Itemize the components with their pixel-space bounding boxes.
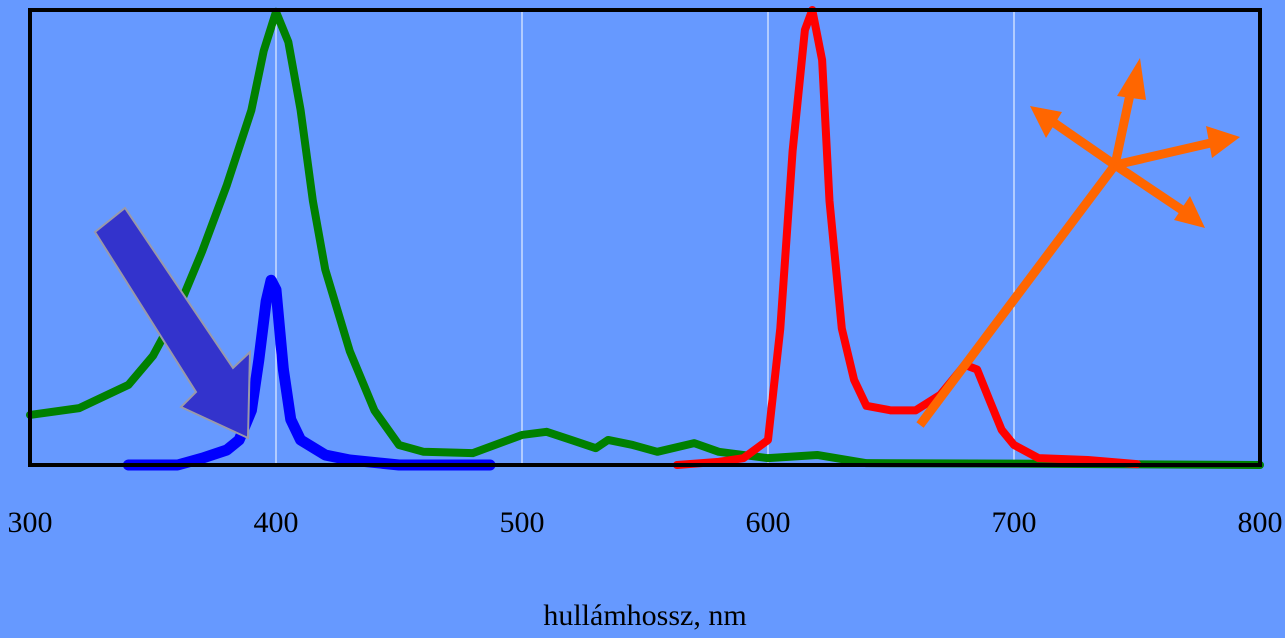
series-line bbox=[672, 6, 1141, 469]
x-tick-label: 500 bbox=[500, 506, 545, 539]
x-tick-label: 300 bbox=[8, 506, 53, 539]
incoming-arrow bbox=[93, 206, 252, 440]
scatter-arrows bbox=[916, 58, 1240, 428]
x-tick-label: 600 bbox=[746, 506, 791, 539]
plot-frame bbox=[28, 8, 1262, 467]
x-tick-label: 400 bbox=[254, 506, 299, 539]
x-axis-title: hullámhossz, nm bbox=[543, 599, 746, 632]
x-tick-label: 700 bbox=[992, 506, 1037, 539]
series-line bbox=[122, 274, 496, 471]
lines bbox=[26, 6, 1264, 471]
series-line bbox=[26, 7, 1264, 469]
grid bbox=[275, 10, 1015, 465]
x-tick-label: 800 bbox=[1238, 506, 1283, 539]
